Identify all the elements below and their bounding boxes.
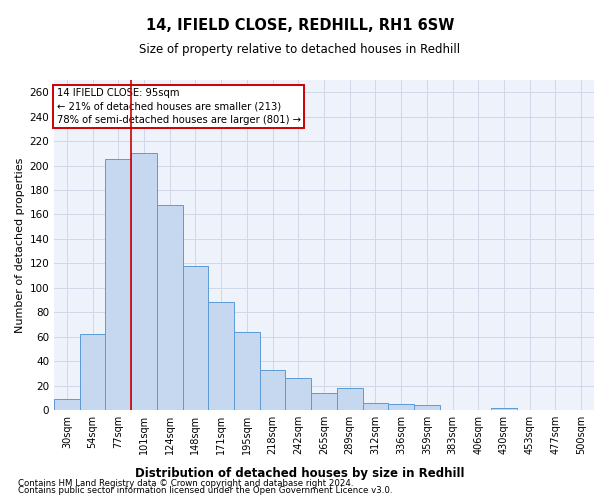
Bar	[491, 408, 517, 410]
Bar	[260, 370, 286, 410]
Bar	[80, 334, 106, 410]
Bar	[54, 399, 80, 410]
Text: Contains HM Land Registry data © Crown copyright and database right 2024.: Contains HM Land Registry data © Crown c…	[18, 478, 353, 488]
Bar	[182, 266, 208, 410]
Text: 14 IFIELD CLOSE: 95sqm
← 21% of detached houses are smaller (213)
78% of semi-de: 14 IFIELD CLOSE: 95sqm ← 21% of detached…	[57, 88, 301, 124]
Bar	[157, 204, 182, 410]
Text: Contains public sector information licensed under the Open Government Licence v3: Contains public sector information licen…	[18, 486, 392, 495]
Bar	[106, 160, 131, 410]
Bar	[388, 404, 414, 410]
Bar	[362, 402, 388, 410]
Text: Size of property relative to detached houses in Redhill: Size of property relative to detached ho…	[139, 42, 461, 56]
Bar	[208, 302, 234, 410]
Bar	[286, 378, 311, 410]
Bar	[414, 405, 440, 410]
Bar	[131, 154, 157, 410]
Bar	[311, 393, 337, 410]
Text: Distribution of detached houses by size in Redhill: Distribution of detached houses by size …	[135, 467, 465, 480]
Bar	[234, 332, 260, 410]
Y-axis label: Number of detached properties: Number of detached properties	[15, 158, 25, 332]
Bar	[337, 388, 362, 410]
Text: 14, IFIELD CLOSE, REDHILL, RH1 6SW: 14, IFIELD CLOSE, REDHILL, RH1 6SW	[146, 18, 454, 32]
